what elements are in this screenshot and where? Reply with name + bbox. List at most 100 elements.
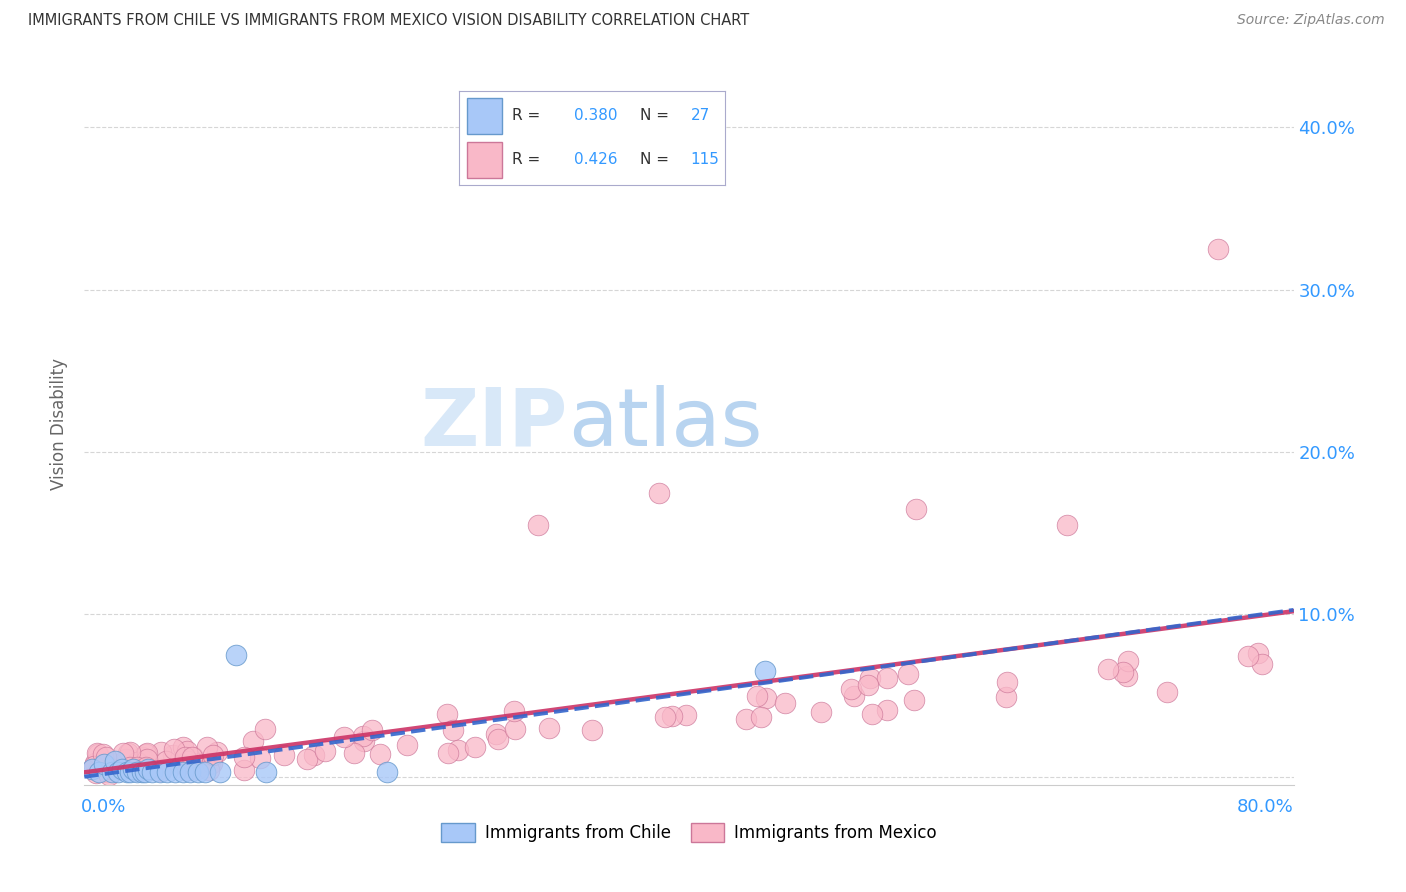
Point	[86, 746, 108, 760]
Y-axis label: Vision Disability: Vision Disability	[51, 358, 69, 490]
Point	[1116, 654, 1139, 668]
Point	[134, 761, 156, 775]
Point	[242, 734, 264, 748]
Point	[180, 750, 202, 764]
Point	[249, 751, 271, 765]
Point	[995, 675, 1018, 690]
Point	[91, 747, 114, 761]
Legend: Immigrants from Chile, Immigrants from Mexico: Immigrants from Chile, Immigrants from M…	[434, 816, 943, 849]
Text: IMMIGRANTS FROM CHILE VS IMMIGRANTS FROM MEXICO VISION DISABILITY CORRELATION CH: IMMIGRANTS FROM CHILE VS IMMIGRANTS FROM…	[28, 13, 749, 29]
Point	[675, 707, 697, 722]
Point	[100, 762, 122, 776]
Point	[118, 760, 141, 774]
Point	[149, 745, 172, 759]
Point	[198, 756, 221, 771]
Point	[749, 710, 772, 724]
Point	[897, 667, 920, 681]
Point	[84, 756, 107, 771]
Point	[127, 760, 149, 774]
Point	[202, 747, 225, 762]
Point	[128, 764, 150, 779]
Point	[104, 754, 127, 768]
Point	[856, 677, 879, 691]
Point	[505, 722, 527, 736]
Point	[352, 729, 374, 743]
Point	[859, 672, 882, 686]
Point	[1097, 662, 1119, 676]
Point	[209, 764, 232, 779]
Point	[149, 764, 172, 779]
Point	[156, 764, 179, 779]
Point	[97, 768, 120, 782]
Point	[172, 764, 194, 779]
Point	[162, 747, 184, 762]
Point	[1056, 518, 1078, 533]
Point	[118, 764, 141, 779]
Point	[135, 747, 157, 762]
Point	[96, 765, 118, 780]
Point	[648, 485, 671, 500]
Point	[747, 689, 769, 703]
Point	[207, 745, 229, 759]
Point	[112, 746, 135, 760]
Point	[839, 682, 862, 697]
Point	[754, 665, 776, 679]
Point	[773, 696, 796, 710]
Point	[111, 762, 134, 776]
Point	[115, 752, 138, 766]
Point	[1236, 648, 1258, 663]
Point	[135, 760, 157, 774]
Point	[538, 722, 561, 736]
Point	[136, 762, 159, 776]
Point	[115, 764, 138, 779]
Point	[198, 763, 221, 777]
Point	[225, 648, 247, 662]
Point	[353, 733, 375, 747]
Point	[232, 750, 254, 764]
Point	[368, 747, 391, 761]
Point	[661, 709, 683, 723]
Point	[201, 756, 224, 770]
Point	[117, 761, 139, 775]
Point	[1251, 657, 1274, 671]
Point	[114, 761, 136, 775]
Point	[162, 742, 184, 756]
Point	[86, 766, 108, 780]
Point	[860, 706, 883, 721]
Point	[436, 746, 458, 760]
Point	[654, 709, 676, 723]
Point	[436, 707, 458, 722]
Point	[734, 712, 756, 726]
Point	[155, 755, 177, 769]
Point	[333, 730, 356, 744]
Text: 0.0%: 0.0%	[82, 798, 127, 816]
Point	[124, 762, 146, 776]
Point	[107, 764, 129, 779]
Point	[187, 764, 209, 779]
Point	[89, 756, 111, 771]
Point	[904, 502, 927, 516]
Point	[131, 764, 153, 779]
Point	[134, 764, 156, 779]
Point	[581, 723, 603, 737]
Point	[1116, 669, 1139, 683]
Point	[1206, 242, 1229, 256]
Point	[375, 764, 398, 779]
Point	[273, 748, 295, 763]
Text: Source: ZipAtlas.com: Source: ZipAtlas.com	[1237, 13, 1385, 28]
Point	[118, 745, 141, 759]
Point	[995, 690, 1018, 705]
Point	[447, 743, 470, 757]
Point	[186, 763, 208, 777]
Text: 80.0%: 80.0%	[1237, 798, 1294, 816]
Point	[173, 749, 195, 764]
Point	[181, 749, 204, 764]
Point	[486, 731, 509, 746]
Point	[165, 764, 187, 779]
Point	[1112, 665, 1135, 680]
Point	[295, 752, 318, 766]
Point	[83, 759, 105, 773]
Point	[136, 747, 159, 761]
Point	[93, 756, 115, 771]
Point	[844, 689, 866, 703]
